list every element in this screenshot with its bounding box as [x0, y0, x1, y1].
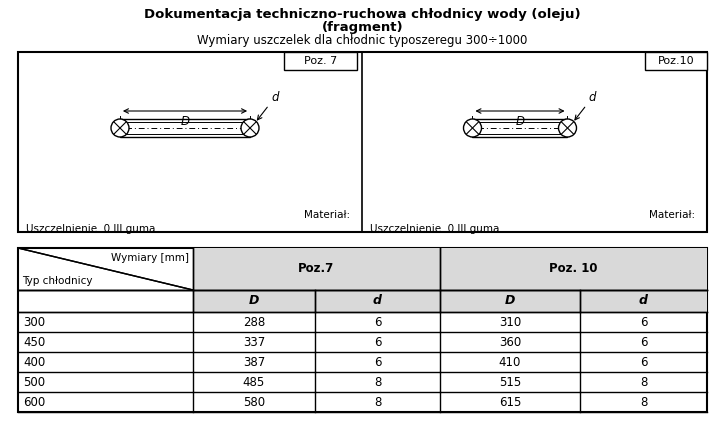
Text: D: D [505, 294, 515, 307]
Bar [473, 119, 568, 137]
Text: D: D [181, 115, 189, 128]
Text: Uszczelnienie  0 III guma: Uszczelnienie 0 III guma [370, 224, 500, 234]
Text: Uszczelnienie  0 III guma: Uszczelnienie 0 III guma [26, 224, 155, 234]
Text: 6: 6 [639, 335, 647, 348]
Bar [193, 248, 440, 290]
Text: 300: 300 [23, 315, 45, 329]
Text: (fragment): (fragment) [322, 21, 403, 34]
Bar [440, 290, 580, 312]
Text: Poz.10: Poz.10 [658, 56, 695, 66]
Text: 6: 6 [639, 355, 647, 368]
Text: 6: 6 [374, 335, 381, 348]
Text: Wymiary [mm]: Wymiary [mm] [111, 253, 189, 263]
Text: Wymiary uszczelek dla chłodnic typoszeregu 300÷1000: Wymiary uszczelek dla chłodnic typoszere… [197, 34, 528, 47]
Text: 410: 410 [499, 355, 521, 368]
Bar [18, 52, 707, 232]
Text: 6: 6 [374, 355, 381, 368]
Text: 600: 600 [23, 396, 45, 409]
Text: 337: 337 [243, 335, 265, 348]
Bar [580, 290, 707, 312]
Text: 8: 8 [374, 396, 381, 409]
Text: Materiał:: Materiał: [304, 210, 350, 220]
Text: Materiał:: Materiał: [649, 210, 695, 220]
Text: d: d [271, 91, 278, 104]
Bar [645, 52, 707, 70]
Text: Typ chłodnicy: Typ chłodnicy [22, 276, 93, 286]
Text: 8: 8 [374, 376, 381, 388]
Bar [315, 290, 440, 312]
Circle shape [241, 119, 259, 137]
Bar [193, 290, 315, 312]
Bar [440, 248, 707, 290]
Text: Poz.7: Poz.7 [299, 263, 335, 276]
Text: 360: 360 [499, 335, 521, 348]
Text: 288: 288 [243, 315, 265, 329]
Text: D: D [515, 115, 524, 128]
Bar [120, 119, 250, 137]
Text: Dokumentacja techniczno-ruchowa chłodnicy wody (oleju): Dokumentacja techniczno-ruchowa chłodnic… [144, 8, 581, 21]
Text: 515: 515 [499, 376, 521, 388]
Text: 310: 310 [499, 315, 521, 329]
Text: 450: 450 [23, 335, 45, 348]
Circle shape [558, 119, 576, 137]
Text: 6: 6 [374, 315, 381, 329]
Text: 387: 387 [243, 355, 265, 368]
Text: 580: 580 [243, 396, 265, 409]
Text: d: d [373, 294, 382, 307]
Text: 400: 400 [23, 355, 45, 368]
Text: d: d [589, 91, 596, 104]
Text: 500: 500 [23, 376, 45, 388]
Bar [284, 52, 357, 70]
Text: Poz. 10: Poz. 10 [550, 263, 597, 276]
Text: d: d [639, 294, 648, 307]
Circle shape [463, 119, 481, 137]
Text: 615: 615 [499, 396, 521, 409]
Circle shape [111, 119, 129, 137]
Text: 485: 485 [243, 376, 265, 388]
Bar [18, 248, 707, 412]
Text: Poz. 7: Poz. 7 [304, 56, 337, 66]
Text: D: D [249, 294, 260, 307]
Text: 8: 8 [639, 376, 647, 388]
Text: 8: 8 [639, 396, 647, 409]
Text: 6: 6 [639, 315, 647, 329]
